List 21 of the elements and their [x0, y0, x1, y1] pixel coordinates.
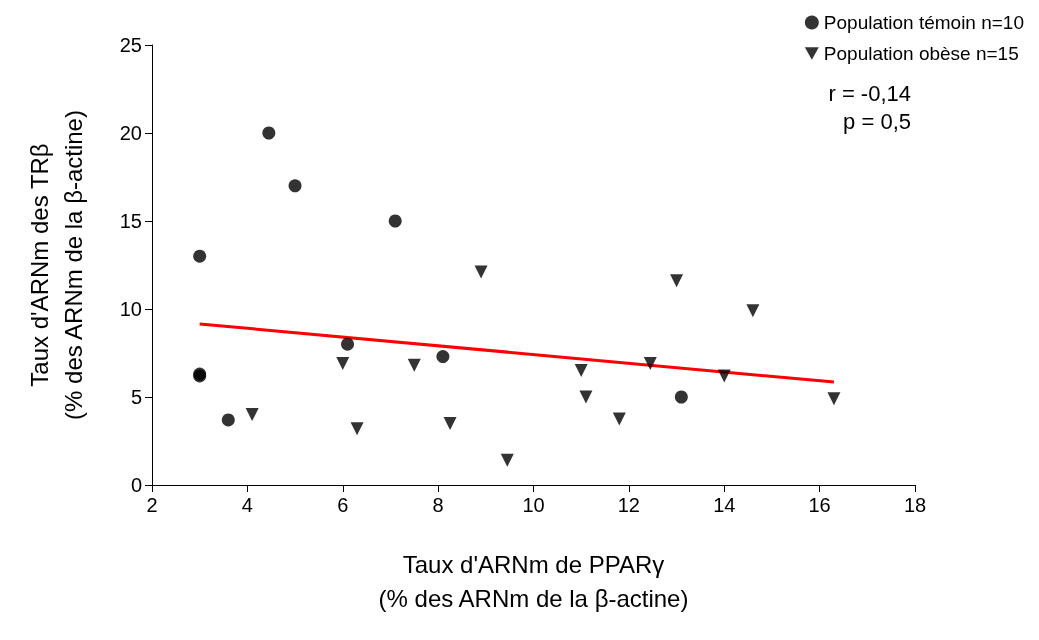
annotation: r = -0,14 — [828, 80, 911, 106]
x-tick-label: 6 — [337, 494, 349, 516]
x-tick-label: 10 — [522, 494, 545, 516]
annotation: p = 0,5 — [843, 108, 911, 134]
y-tick-label: 0 — [130, 474, 142, 496]
x-tick-label: 8 — [432, 494, 444, 516]
x-tick-label: 18 — [903, 494, 927, 516]
x-tick-label: 16 — [808, 494, 831, 516]
y-tick-label: 20 — [119, 122, 142, 144]
legend-label: Population obèse n=15 — [823, 43, 1019, 64]
y-tick-label: 15 — [119, 210, 142, 232]
x-tick-label: 4 — [241, 494, 253, 516]
x-tick-label: 14 — [713, 494, 736, 516]
legend-label: Population témoin n=10 — [823, 12, 1025, 33]
x-axis-title: Taux d'ARNm de PPARγ (% des ARNm de la β-actine) — [378, 550, 689, 612]
x-tick-label: 12 — [617, 494, 640, 516]
x-tick-label: 2 — [146, 494, 158, 516]
y-tick-label: 10 — [119, 298, 142, 320]
y-tick-label: 5 — [130, 386, 142, 408]
y-axis-title: Taux d'ARNm des TRβ (% des ARNm de la β-actine) — [25, 110, 87, 420]
y-tick-label: 25 — [119, 34, 142, 56]
